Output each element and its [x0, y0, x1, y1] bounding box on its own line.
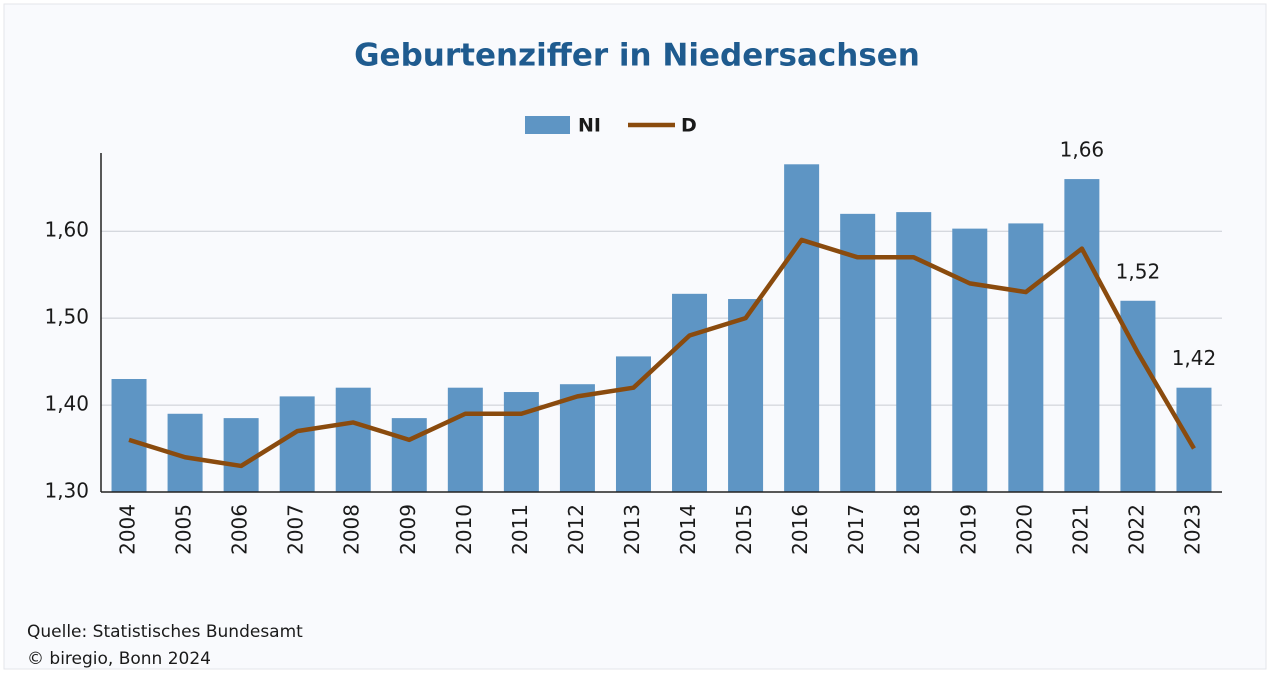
bar: [279, 396, 315, 492]
bar: [391, 418, 427, 492]
bar: [1064, 179, 1100, 493]
x-tick-label: 2023: [1180, 504, 1204, 555]
y-tick-label: 1,60: [44, 218, 89, 242]
line: [128, 237, 1196, 469]
chart-title: Geburtenziffer in Niedersachsen: [354, 38, 920, 74]
x-tick-label: 2019: [956, 504, 980, 555]
bar: [728, 299, 764, 492]
x-tick-label: 2015: [732, 504, 756, 555]
legend-label: D: [681, 115, 697, 137]
x-tick-label: 2017: [844, 504, 868, 555]
bar: [952, 228, 988, 492]
bar: [335, 387, 371, 492]
x-tick-label: 2014: [676, 504, 700, 555]
y-tick-label: 1,30: [44, 479, 89, 503]
x-tick-label: 2022: [1124, 504, 1148, 555]
chart-background: [3, 3, 1267, 670]
copyright-note: © biregio, Bonn 2024: [27, 649, 211, 669]
bar: [784, 164, 820, 493]
x-tick-label: 2016: [788, 504, 812, 555]
x-tick-label: 2005: [172, 504, 196, 555]
x-tick-label: 2007: [284, 504, 308, 555]
x-tick-label: 2018: [900, 504, 924, 555]
x-tick-label: 2013: [620, 504, 644, 555]
bar: [223, 418, 259, 492]
bar: [896, 212, 932, 492]
bar: [503, 392, 539, 492]
x-tick-label: 2021: [1068, 504, 1092, 555]
data-label: 1,42: [1172, 346, 1217, 370]
y-tick-label: 1,50: [44, 305, 89, 329]
data-label: 1,66: [1060, 138, 1105, 162]
x-tick-label: 2012: [564, 504, 588, 555]
x-tick-label: 2006: [228, 504, 252, 555]
x-tick-label: 2004: [116, 504, 140, 555]
bar: [111, 379, 147, 492]
bar: [672, 293, 708, 492]
x-tick-label: 2020: [1012, 504, 1036, 555]
bar: [447, 387, 483, 492]
x-tick-label: 2009: [396, 504, 420, 555]
data-label: 1,52: [1116, 259, 1161, 283]
x-tick-label: 2010: [452, 504, 476, 555]
bar: [1008, 223, 1044, 492]
legend-swatch: [525, 116, 570, 134]
x-tick-label: 2011: [508, 504, 532, 555]
x-tick-label: 2008: [340, 504, 364, 555]
y-tick-label: 1,40: [44, 392, 89, 416]
legend-label: NI: [578, 115, 601, 137]
source-note: Quelle: Statistisches Bundesamt: [27, 622, 303, 642]
bar: [840, 213, 876, 492]
bar: [1176, 387, 1212, 492]
